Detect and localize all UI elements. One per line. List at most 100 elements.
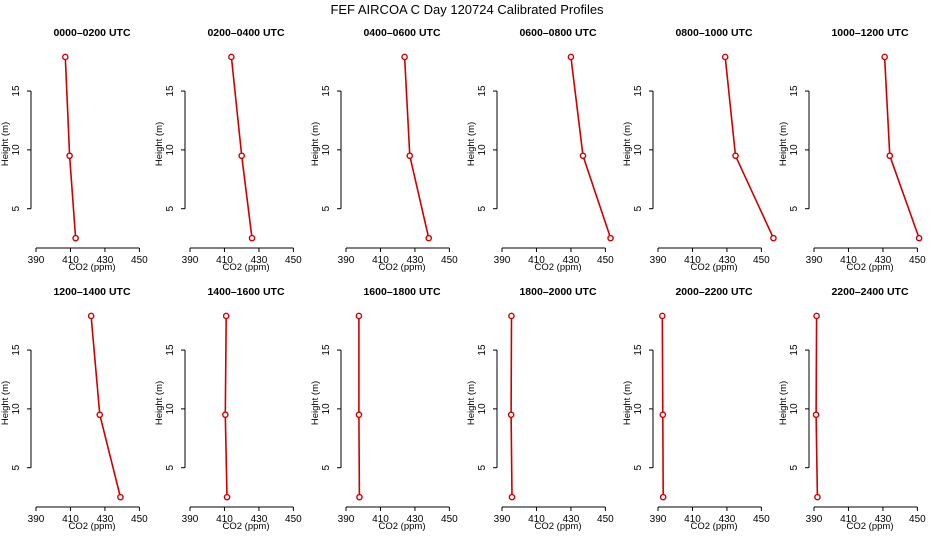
y-tick-label: 10 [321,144,332,156]
y-tick-label: 15 [165,344,176,356]
panel-title: 0800–1000 UTC [675,27,752,39]
x-tick-label: 430 [251,514,268,525]
x-tick-label: 410 [216,514,233,525]
x-tick-label: 430 [407,514,424,525]
y-tick-label: 5 [165,464,176,470]
data-point [228,53,235,61]
x-axis-label: CO2 (ppm) [535,262,582,273]
y-tick-label: 10 [633,403,644,415]
y-tick-label: 5 [633,205,644,211]
x-tick-label: 450 [285,514,302,525]
panel-title: 1400–1600 UTC [207,286,284,298]
x-tick-label: 450 [285,255,302,266]
panel-4: 0600–0800 UTC 390 410 430 450 5 10 15 CO2 (ppm) H… [466,27,614,273]
data-point [223,493,231,501]
x-tick-label: 390 [650,255,667,266]
data-point [406,152,414,160]
data-point [567,53,575,61]
y-tick-label: 10 [11,144,22,156]
data-point [721,53,729,61]
data-point [238,152,245,160]
panel-title: 2200–2400 UTC [831,286,908,298]
x-tick-label: 450 [753,514,770,525]
x-tick-label: 430 [563,514,580,525]
y-tick-label: 5 [633,464,644,470]
data-point [222,312,230,320]
profile-line [724,56,775,239]
x-axis-label: CO2 (ppm) [535,521,582,532]
profile-line [815,315,819,498]
data-point [732,152,739,160]
y-tick-label: 5 [477,464,488,470]
x-tick-label: 390 [338,255,355,266]
data-point [812,411,820,419]
y-axis-label: Height (m) [622,381,633,425]
y-tick-label: 15 [477,85,488,97]
y-tick-label: 10 [633,144,644,156]
data-point [770,234,777,242]
y-axis-label: Height (m) [310,381,321,425]
x-tick-label: 430 [97,255,114,266]
y-tick-label: 5 [789,205,800,211]
panel-6: 1000–1200 UTC 390 410 430 450 5 10 15 CO2 (ppm) H… [778,27,926,273]
panel-11: 2000–2200 UTC 390 410 430 450 5 10 15 CO2 (ppm) H… [622,286,770,532]
profile-panels: 0000–0200 UTC 390 410 430 450 5 10 15 CO2 (ppm) H… [0,27,926,532]
data-point [96,411,104,419]
panel-title: 0600–0800 UTC [519,27,596,39]
panel-8: 1400–1600 UTC 390 410 430 450 5 10 15 CO2 (ppm) H… [154,286,302,532]
panel-1: 0000–0200 UTC 390 410 430 450 5 10 15 CO2 (ppm) H… [0,27,148,273]
y-tick-label: 5 [165,205,176,211]
x-axis-label: CO2 (ppm) [847,521,894,532]
x-tick-label: 430 [875,255,892,266]
y-tick-label: 5 [11,464,22,470]
x-tick-label: 390 [806,255,823,266]
panel-7: 1200–1400 UTC 390 410 430 450 5 10 15 CO2 (ppm) H… [0,286,148,532]
data-point [915,234,923,242]
y-axis-label: Height (m) [466,122,477,166]
y-axis-label: Height (m) [778,122,789,166]
y-tick-label: 15 [165,85,176,97]
x-tick-label: 390 [806,514,823,525]
profile-line [570,56,612,239]
x-tick-label: 390 [182,255,199,266]
x-tick-label: 450 [753,255,770,266]
y-tick-label: 15 [477,344,488,356]
y-tick-label: 15 [321,344,332,356]
y-axis-label: Height (m) [154,122,165,166]
data-point [248,234,256,242]
y-tick-label: 15 [633,344,644,356]
y-axis-label: Height (m) [778,381,789,425]
y-tick-label: 10 [165,144,176,156]
panel-title: 2000–2200 UTC [675,286,752,298]
y-tick-label: 15 [789,344,800,356]
y-tick-label: 15 [321,85,332,97]
x-axis-label: CO2 (ppm) [691,262,738,273]
data-point [355,312,363,320]
data-point [425,234,433,242]
y-tick-label: 15 [11,85,22,97]
panel-title: 1200–1400 UTC [53,286,130,298]
data-point [222,411,229,419]
y-tick-label: 10 [321,403,332,415]
profile-line [358,315,361,498]
x-tick-label: 390 [182,514,199,525]
x-tick-label: 410 [840,255,857,266]
x-tick-label: 410 [62,514,79,525]
y-axis-label: Height (m) [0,122,11,166]
x-axis-label: CO2 (ppm) [69,521,116,532]
y-tick-label: 10 [11,403,22,415]
x-tick-label: 410 [684,514,701,525]
y-axis-label: Height (m) [466,381,477,425]
y-tick-label: 10 [477,144,488,156]
x-axis-label: CO2 (ppm) [691,521,738,532]
x-tick-label: 390 [338,514,355,525]
data-point [507,411,515,419]
x-tick-label: 430 [719,514,736,525]
data-point [886,152,894,160]
data-point [659,411,667,419]
x-tick-label: 430 [407,255,424,266]
x-tick-label: 410 [684,255,701,266]
x-tick-label: 450 [131,255,148,266]
data-point [659,493,667,501]
